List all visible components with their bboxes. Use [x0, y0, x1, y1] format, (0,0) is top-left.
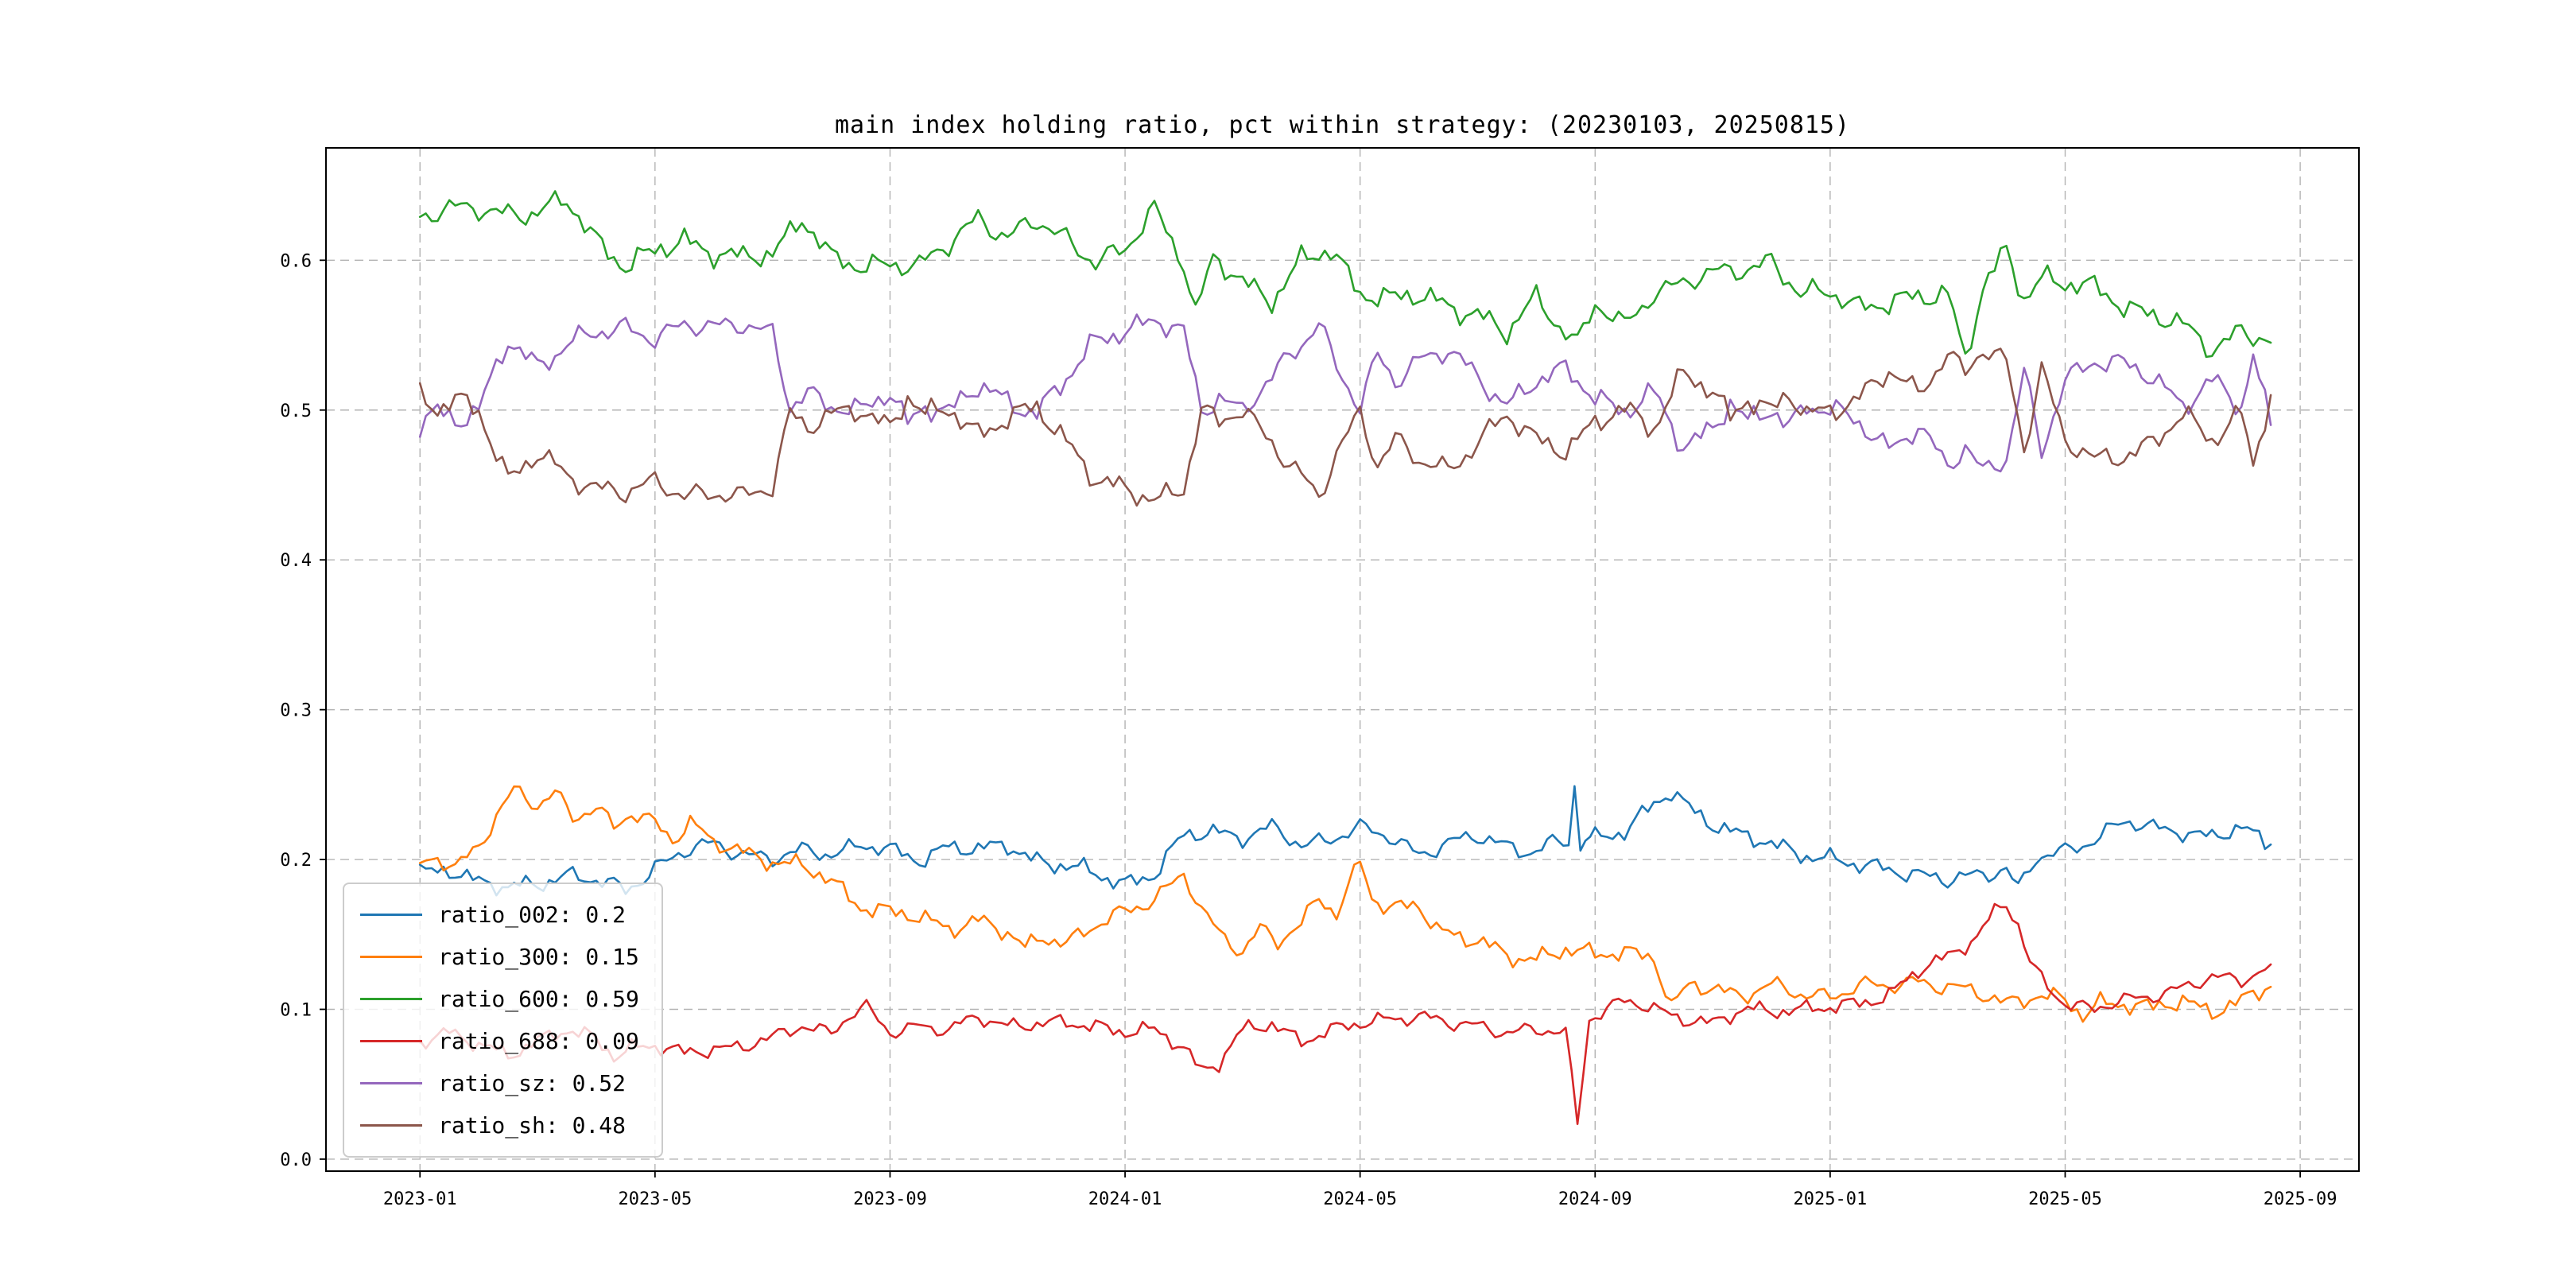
x-tick-label: 2024-05 [1323, 1189, 1397, 1209]
y-tick-label: 0.2 [280, 851, 312, 871]
tick-marks [320, 259, 2301, 1177]
legend-line-swatch [360, 956, 422, 958]
series-line-ratio_300 [418, 785, 2272, 1023]
legend-line-swatch [360, 1040, 422, 1042]
x-tick-label: 2023-05 [618, 1189, 692, 1209]
y-tick-label: 0.6 [280, 251, 312, 271]
legend-line-swatch [360, 914, 422, 916]
legend-label: ratio_002: 0.2 [438, 902, 627, 928]
legend-label: ratio_300: 0.15 [438, 944, 639, 970]
legend-label: ratio_600: 0.59 [438, 986, 639, 1012]
legend: ratio_002: 0.2 ratio_300: 0.15 ratio_600: … [343, 883, 663, 1158]
series-line-ratio_002 [418, 785, 2272, 897]
series-line-ratio_688 [418, 902, 2272, 1125]
x-tick-label: 2023-09 [853, 1189, 927, 1209]
legend-label: ratio_688: 0.09 [438, 1028, 639, 1054]
legend-item-ratio_sh: ratio_sh: 0.48 [360, 1104, 639, 1146]
legend-item-ratio_600: ratio_600: 0.59 [360, 978, 639, 1020]
legend-item-ratio_sz: ratio_sz: 0.52 [360, 1062, 639, 1104]
x-tick-label: 2024-01 [1088, 1189, 1162, 1209]
legend-line-swatch [360, 1124, 422, 1127]
axes-frame [325, 147, 2360, 1172]
legend-line-swatch [360, 1082, 422, 1084]
chart-title: main index holding ratio, pct within str… [834, 111, 1851, 139]
legend-label: ratio_sz: 0.52 [438, 1070, 627, 1096]
y-tick-label: 0.3 [280, 701, 312, 721]
series-line-ratio_600 [418, 190, 2272, 359]
x-tick-label: 2024-09 [1558, 1189, 1632, 1209]
x-tick-label: 2025-09 [2264, 1189, 2337, 1209]
x-tick-label: 2025-05 [2028, 1189, 2102, 1209]
x-tick-label: 2023-01 [383, 1189, 457, 1209]
y-tick-label: 0.1 [280, 1000, 312, 1020]
tick-labels: 2023-01 2023-05 2023-09 2024-01 2024-05 2024-… [280, 251, 2337, 1209]
series-line-ratio_sz [418, 313, 2272, 473]
y-tick-label: 0.5 [280, 402, 312, 421]
legend-item-ratio_300: ratio_300: 0.15 [360, 936, 639, 978]
series-line-ratio_sh [418, 347, 2272, 507]
legend-item-ratio_002: ratio_002: 0.2 [360, 894, 639, 936]
legend-label: ratio_sh: 0.48 [438, 1112, 627, 1139]
x-tick-label: 2025-01 [1794, 1189, 1868, 1209]
y-tick-label: 0.4 [280, 551, 312, 571]
y-tick-label: 0.0 [280, 1150, 312, 1170]
legend-item-ratio_688: ratio_688: 0.09 [360, 1020, 639, 1062]
legend-line-swatch [360, 998, 422, 1000]
